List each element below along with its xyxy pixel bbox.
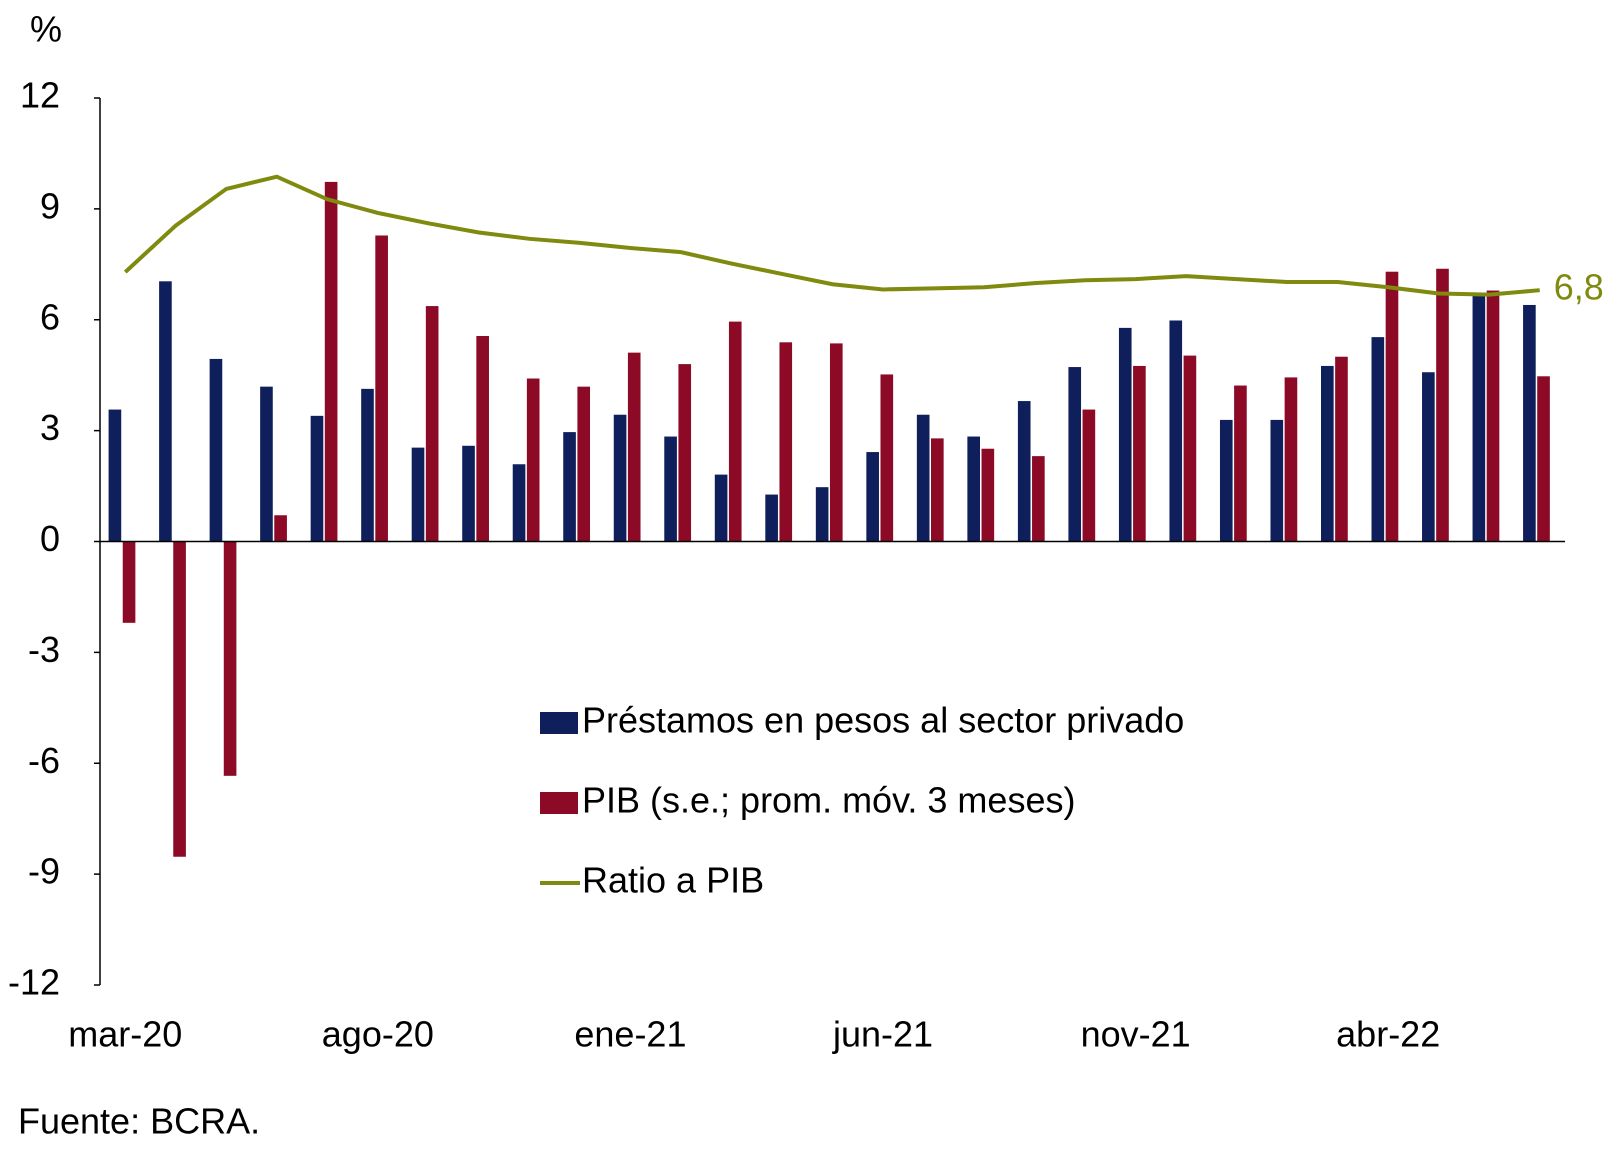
legend-label: Préstamos en pesos al sector privado (582, 700, 1184, 741)
bar (1068, 367, 1082, 542)
bar (1436, 268, 1449, 542)
bar (411, 447, 425, 542)
bar (526, 378, 540, 542)
bar (1335, 356, 1348, 542)
bar (209, 358, 223, 542)
bar (1017, 401, 1031, 542)
bar (310, 415, 324, 542)
bar (577, 386, 591, 542)
bar (678, 364, 692, 542)
bar (1234, 385, 1247, 542)
bar (122, 541, 136, 623)
y-unit: % (30, 9, 62, 50)
bar (1486, 290, 1500, 542)
bar (1321, 365, 1334, 542)
bar (173, 541, 186, 857)
bar (829, 343, 843, 542)
bar (476, 336, 489, 542)
bar (664, 436, 677, 542)
bar (779, 342, 793, 542)
bar (728, 321, 742, 542)
bar (563, 432, 576, 542)
bar (108, 409, 122, 542)
bar (981, 448, 995, 542)
line (123, 174, 1540, 297)
x-tick-label: jun-21 (832, 1014, 933, 1055)
bar (361, 388, 374, 542)
bar (159, 281, 172, 542)
bar (714, 474, 728, 542)
bar (1371, 337, 1385, 542)
legend-swatch (540, 792, 578, 814)
bar (425, 306, 439, 542)
bar (880, 374, 894, 542)
bar (866, 452, 879, 542)
bar (627, 352, 641, 542)
x-tick-label: ago-20 (322, 1014, 434, 1055)
x-tick-label: ene-21 (574, 1014, 686, 1055)
bar (815, 487, 829, 542)
bar (260, 386, 273, 542)
bar (223, 541, 237, 776)
bar (462, 445, 475, 542)
y-tick-label: 0 (40, 518, 60, 559)
bar (1118, 327, 1132, 542)
bar (1537, 376, 1550, 542)
bar (512, 464, 526, 542)
bar (324, 181, 338, 542)
y-tick-label: -6 (28, 740, 60, 781)
bar (274, 515, 287, 542)
y-tick-label: 9 (40, 185, 60, 226)
bar (1169, 320, 1183, 542)
bar (1523, 304, 1536, 542)
y-tick-label: -12 (8, 962, 60, 1003)
x-tick-label: mar-20 (68, 1014, 182, 1055)
bar (931, 438, 944, 542)
bar (1472, 293, 1486, 542)
bar (916, 414, 930, 542)
bar (1422, 372, 1435, 542)
legend-label: PIB (s.e.; prom. móv. 3 meses) (582, 780, 1075, 821)
bar (1183, 355, 1197, 542)
source-note: Fuente: BCRA. (18, 1101, 260, 1142)
y-tick-label: 6 (40, 296, 60, 337)
legend-swatch (540, 712, 578, 734)
bar (1082, 409, 1096, 542)
y-tick-label: -9 (28, 851, 60, 892)
bar (1219, 419, 1233, 542)
x-tick-label: nov-21 (1081, 1014, 1191, 1055)
bar (1032, 456, 1045, 542)
bar (1284, 377, 1298, 542)
x-tick-label: abr-22 (1336, 1014, 1440, 1055)
bar (765, 494, 778, 542)
y-tick-label: 3 (40, 407, 60, 448)
bar (1270, 419, 1284, 542)
bar (375, 235, 388, 542)
bar (1385, 271, 1399, 542)
y-tick-label: 12 (20, 75, 60, 116)
bar (613, 414, 627, 542)
bar (1133, 365, 1146, 542)
data-label: 6,8 (1554, 267, 1604, 308)
y-tick-label: -3 (28, 629, 60, 670)
bar (967, 436, 981, 542)
legend-label: Ratio a PIB (582, 860, 764, 901)
